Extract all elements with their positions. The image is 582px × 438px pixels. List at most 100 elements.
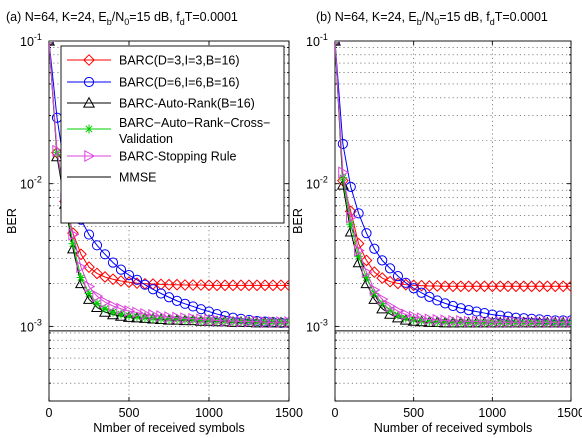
data-point bbox=[471, 315, 483, 328]
y-tick-label: 10-3 bbox=[306, 317, 328, 334]
data-point bbox=[115, 264, 127, 275]
data-point bbox=[369, 243, 380, 254]
data-point bbox=[456, 314, 468, 328]
data-point bbox=[541, 280, 554, 293]
data-point bbox=[361, 273, 371, 283]
y-tick-label: 10-2 bbox=[306, 175, 328, 192]
data-point bbox=[502, 280, 514, 293]
data-point bbox=[163, 278, 175, 291]
data-point bbox=[478, 280, 491, 293]
legend-item: BARC-Stopping Rule bbox=[67, 150, 236, 164]
data-point bbox=[423, 280, 436, 292]
data-point bbox=[455, 303, 466, 314]
data-point bbox=[401, 313, 411, 323]
data-point bbox=[517, 280, 530, 293]
data-point bbox=[346, 211, 357, 224]
data-point bbox=[462, 280, 475, 293]
data-point bbox=[542, 316, 554, 329]
series-line bbox=[49, 41, 289, 323]
data-point bbox=[52, 144, 64, 157]
data-point bbox=[251, 279, 263, 292]
data-point bbox=[377, 293, 389, 306]
data-point bbox=[401, 308, 413, 321]
data-point bbox=[76, 261, 88, 274]
data-point bbox=[124, 305, 136, 318]
legend-item: BARC(D=3,I=3,B=16) bbox=[67, 54, 240, 68]
data-point bbox=[464, 315, 475, 328]
x-tick-label: 0 bbox=[46, 406, 53, 420]
data-point bbox=[353, 208, 364, 219]
legend-marker bbox=[83, 54, 95, 66]
data-point bbox=[416, 287, 427, 298]
legend-marker bbox=[84, 124, 94, 134]
data-point bbox=[187, 279, 199, 291]
data-point bbox=[227, 279, 239, 292]
data-point bbox=[345, 181, 356, 192]
data-point bbox=[510, 280, 522, 293]
data-point bbox=[335, 41, 342, 45]
data-point bbox=[84, 280, 96, 293]
data-point bbox=[470, 280, 483, 293]
chart-title: (a) N=64, K=24, Eb/N0=15 dB, fdT=0.0001 bbox=[6, 10, 238, 27]
data-point bbox=[49, 41, 56, 45]
data-point bbox=[337, 138, 348, 150]
data-point bbox=[99, 271, 111, 283]
data-point bbox=[90, 301, 104, 312]
data-point bbox=[338, 166, 350, 179]
legend-label: BARC(D=6,I=6,B=16) bbox=[119, 76, 240, 90]
data-point bbox=[415, 279, 428, 292]
data-point bbox=[549, 280, 562, 293]
data-point bbox=[91, 240, 103, 251]
data-point bbox=[479, 315, 491, 328]
legend-marker bbox=[82, 96, 96, 108]
data-point bbox=[369, 283, 381, 297]
legend-marker bbox=[83, 76, 95, 88]
data-point bbox=[392, 271, 404, 282]
data-point bbox=[196, 315, 206, 325]
legend-item: MMSE bbox=[67, 171, 157, 185]
data-point bbox=[440, 298, 451, 309]
data-point bbox=[204, 313, 216, 326]
data-point bbox=[195, 279, 207, 291]
series-line bbox=[335, 41, 571, 323]
data-point bbox=[503, 316, 515, 329]
data-point bbox=[533, 280, 546, 293]
plot-frame bbox=[334, 40, 572, 402]
data-point bbox=[108, 299, 120, 313]
data-point bbox=[156, 310, 168, 323]
x-tick-label: 1500 bbox=[275, 406, 303, 420]
x-tick-label: 1000 bbox=[478, 406, 506, 420]
data-point bbox=[424, 313, 436, 326]
data-point bbox=[244, 315, 256, 328]
legend-label: BARC(D=3,I=3,B=16) bbox=[119, 54, 240, 68]
x-axis-label: Number of received symbols bbox=[374, 421, 532, 435]
x-tick-label: 1500 bbox=[557, 406, 582, 420]
data-point bbox=[83, 229, 95, 240]
data-point bbox=[275, 279, 287, 292]
chart-title: (b) N=64, K=24, Eb/N0=15 dB, fdT=0.0001 bbox=[316, 10, 548, 27]
data-point bbox=[495, 316, 507, 329]
data-point bbox=[228, 314, 240, 328]
data-point bbox=[361, 266, 373, 279]
legend-label: BARC−Auto−Rank−Cross− Validation bbox=[119, 116, 270, 146]
data-point bbox=[50, 150, 64, 162]
data-point bbox=[385, 300, 397, 313]
data-point bbox=[260, 316, 272, 329]
legend-item: BARC-Auto-Rank(B=16) bbox=[67, 97, 255, 111]
data-point bbox=[171, 278, 183, 291]
data-point bbox=[92, 290, 104, 303]
data-point bbox=[179, 279, 191, 291]
data-point bbox=[180, 312, 192, 325]
data-point bbox=[91, 267, 103, 280]
grid bbox=[335, 41, 571, 402]
data-point bbox=[368, 266, 381, 279]
data-point bbox=[471, 306, 482, 317]
data-point bbox=[83, 261, 95, 274]
data-point bbox=[432, 313, 444, 326]
data-point bbox=[148, 309, 160, 322]
y-axis-label: BER bbox=[5, 208, 19, 234]
data-point bbox=[284, 316, 289, 329]
data-point bbox=[236, 315, 248, 328]
data-point bbox=[511, 316, 523, 329]
x-axis-label: Nmber of received symbols bbox=[93, 421, 244, 435]
